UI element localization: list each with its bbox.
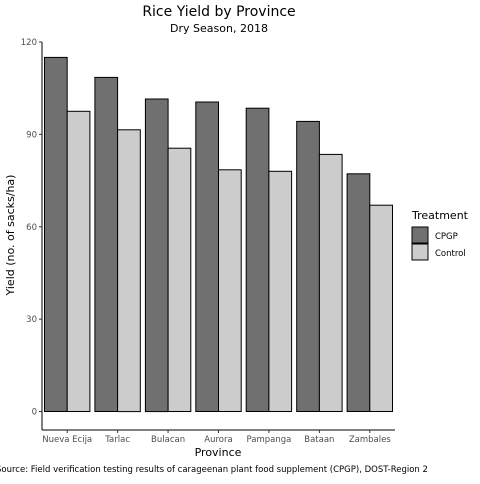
bar-cpgp-nueva-ecija (44, 56, 68, 413)
bar-control-tarlac (117, 129, 141, 413)
bar-control-zambales (369, 204, 393, 412)
y-tick-label: 60 (26, 223, 37, 233)
x-tick-label: Aurora (204, 435, 232, 445)
bar-cpgp-tarlac (94, 76, 119, 413)
chart-caption: Source: Field verification testing resul… (0, 465, 428, 475)
axes-group: 0 30 60 90 120 Nueva Ecija Tarlac Bulacan Aurora… (21, 38, 395, 445)
legend-swatch-cpgp (411, 226, 429, 244)
y-tick-label: 120 (21, 38, 37, 48)
legend-label-control: Control (435, 249, 466, 259)
x-tick-label: Bulacan (151, 435, 185, 445)
bar-control-bataan (318, 153, 343, 412)
y-tick-label: 90 (26, 130, 37, 140)
bar-cpgp-aurora (195, 101, 220, 412)
legend-label-cpgp: CPGP (435, 232, 458, 242)
y-tick-label: 30 (26, 315, 37, 325)
y-tick-label: 0 (32, 408, 37, 418)
bar-control-nueva-ecija (66, 110, 91, 413)
chart-subtitle: Dry Season, 2018 (170, 22, 268, 35)
bar-cpgp-bulacan (144, 98, 169, 413)
bar-control-pampanga (268, 170, 293, 412)
bar-cpgp-zambales (346, 173, 371, 412)
bar-cpgp-bataan (296, 120, 320, 413)
y-axis-title: Yield (no. of sacks/ha) (4, 175, 17, 297)
x-tick-label: Bataan (304, 435, 334, 445)
bar-control-aurora (218, 169, 242, 412)
x-tick-label: Tarlac (104, 435, 130, 445)
x-tick-label: Zambales (349, 435, 392, 445)
x-tick-label: Nueva Ecija (42, 435, 92, 445)
x-tick-label: Pampanga (247, 435, 292, 445)
chart-title: Rice Yield by Province (142, 4, 295, 20)
bar-control-bulacan (167, 147, 192, 412)
x-axis-title: Province (195, 446, 242, 459)
legend-swatch-control (411, 243, 429, 261)
legend: Treatment CPGP Control (411, 209, 469, 261)
bar-cpgp-pampanga (245, 107, 270, 412)
legend-title: Treatment (411, 209, 469, 222)
bars-group (44, 56, 393, 413)
